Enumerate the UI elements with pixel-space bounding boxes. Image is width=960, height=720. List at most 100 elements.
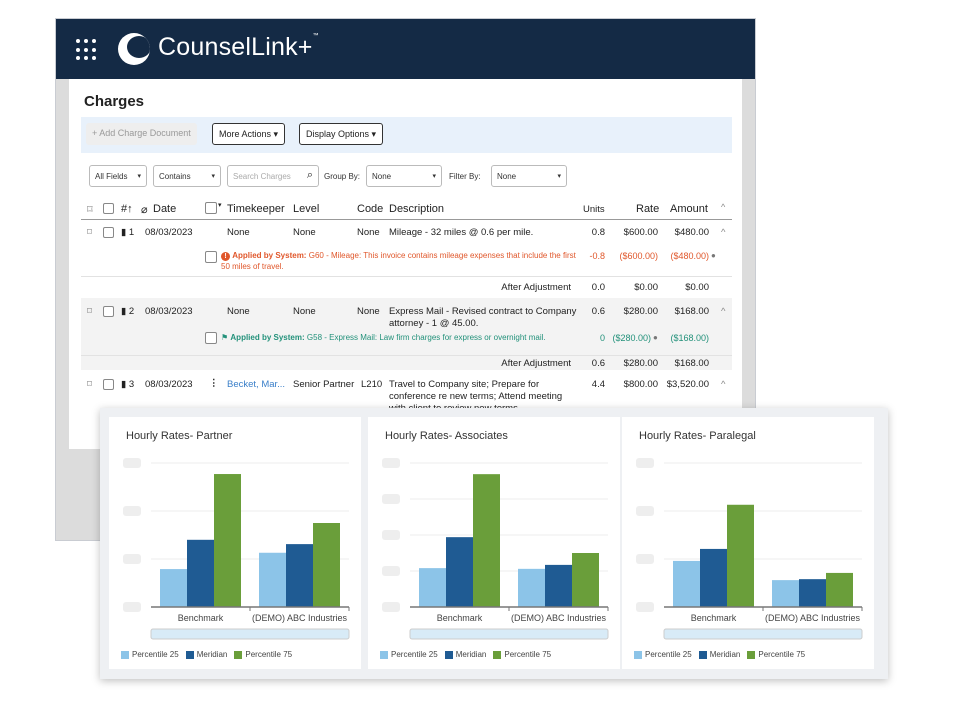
bar [826, 572, 853, 607]
chart-legend: Percentile 25 Meridian Percentile 75 [634, 650, 805, 659]
units: 0.6 [591, 306, 605, 317]
row-checkbox[interactable] [103, 227, 114, 238]
amount: $480.00 [674, 227, 709, 238]
legend-item[interactable]: Meridian [444, 650, 486, 659]
bar [446, 537, 473, 607]
y-tick-label [123, 554, 141, 564]
column-date[interactable]: Date [153, 203, 177, 215]
timekeeper: None [227, 306, 250, 317]
column-rate[interactable]: Rate [636, 203, 660, 215]
filter-by-select[interactable]: None ▾ [491, 165, 567, 187]
display-options-button[interactable]: Display Options ▾ [299, 123, 384, 145]
group-by-select[interactable]: None ▾ [366, 165, 442, 187]
legend-item[interactable]: Meridian [698, 650, 740, 659]
description: Express Mail - Revised contract to Compa… [389, 306, 577, 329]
rate: $800.00 [623, 379, 658, 390]
row-checkbox[interactable] [103, 306, 114, 317]
chart-card-partner: Hourly Rates- Partner Benchmark (DEMO) ABC… [109, 417, 361, 669]
bookmark-icon[interactable]: ⌑ [87, 204, 93, 216]
legend-label: Percentile 75 [758, 650, 806, 659]
more-options-icon[interactable]: ⋮ [209, 378, 219, 389]
chart-card-paralegal: Hourly Rates- Paralegal Benchmark (DEMO) A… [622, 417, 874, 669]
chart-associates: Benchmark (DEMO) ABC Industries [382, 458, 609, 640]
legend-item[interactable]: Percentile 25 [634, 650, 692, 659]
column-code[interactable]: Code [357, 203, 384, 215]
bar [518, 568, 545, 607]
legend-swatch [444, 650, 453, 659]
after-adjustment-label: After Adjustment [501, 358, 571, 369]
level: None [293, 227, 316, 238]
table-row [81, 298, 732, 370]
timekeeper-link[interactable]: Becket, Mar... [227, 379, 286, 390]
operator-select[interactable]: Contains ▾ [153, 165, 221, 187]
y-tick-label [382, 494, 400, 504]
amount: $168.00 [674, 306, 709, 317]
legend-swatch [747, 650, 756, 659]
brand-name: CounselLink+™ [158, 33, 319, 61]
adjusted-amount: ($168.00) [670, 333, 709, 343]
adjustment-note: ⚑ Applied by System: G58 - Express Mail:… [221, 333, 546, 342]
legend-item[interactable]: Percentile 75 [234, 650, 292, 659]
collapse-icon[interactable]: ^ [721, 202, 726, 212]
legend-item[interactable]: Percentile 75 [493, 650, 551, 659]
legend-swatch [380, 650, 388, 659]
bar [259, 552, 286, 607]
caret-down-icon[interactable]: ▾ [218, 202, 222, 209]
bookmark-icon[interactable]: ⌑ [87, 306, 92, 317]
info-icon[interactable]: ● [711, 251, 716, 260]
after-rate: $280.00 [623, 358, 658, 369]
legend-item[interactable]: Percentile 75 [747, 650, 805, 659]
column-amount[interactable]: Amount [670, 203, 708, 215]
after-units: 0.6 [591, 358, 605, 369]
select-all-checkbox[interactable] [103, 203, 114, 214]
bar [160, 569, 187, 607]
adjustment-checkbox[interactable] [205, 251, 217, 263]
bookmark-icon[interactable]: ⌑ [87, 227, 92, 238]
bar [572, 553, 599, 607]
add-charge-document-button[interactable]: + Add Charge Document [86, 123, 197, 145]
legend-item[interactable]: Meridian [185, 650, 227, 659]
collapse-icon[interactable]: ^ [721, 227, 726, 238]
toolbar: + Add Charge Document More Actions ▾ Dis… [81, 117, 732, 153]
logo-icon [118, 33, 150, 65]
collapse-icon[interactable]: ^ [721, 306, 726, 317]
timekeeper-checkbox[interactable] [205, 202, 217, 214]
filter-by-label: Filter By: [449, 172, 481, 181]
search-icon[interactable]: ⌕ [306, 169, 313, 181]
legend-swatch [698, 650, 707, 659]
legend-item[interactable]: Percentile 25 [380, 650, 438, 659]
collapse-icon[interactable]: ^ [721, 379, 726, 390]
bar [214, 474, 241, 607]
after-adjustment-label: After Adjustment [501, 282, 571, 293]
column-number[interactable]: #↑ [121, 203, 133, 215]
top-bar: CounselLink+™ [56, 19, 755, 79]
chart-title: Hourly Rates- Partner [126, 430, 233, 442]
more-actions-button[interactable]: More Actions ▾ [212, 123, 286, 145]
info-icon[interactable]: ● [653, 333, 658, 342]
chart-partner: Benchmark (DEMO) ABC Industries [123, 458, 350, 640]
column-timekeeper[interactable]: Timekeeper [227, 203, 285, 215]
x-tick-label: (DEMO) ABC Industries [511, 613, 607, 623]
search-input[interactable]: Search Charges ⌕ [227, 165, 319, 187]
bookmark-icon[interactable]: ⌑ [87, 379, 92, 390]
code: None [357, 227, 380, 238]
date: 08/03/2023 [145, 227, 193, 238]
column-units[interactable]: Units [583, 204, 605, 215]
legend-item[interactable]: Percentile 25 [121, 650, 179, 659]
field-select[interactable]: All Fields ▾ [89, 165, 147, 187]
y-tick-label [382, 458, 400, 468]
row-checkbox[interactable] [103, 379, 114, 390]
bar [187, 539, 214, 607]
warning-icon: ! [221, 252, 230, 261]
column-level[interactable]: Level [293, 203, 320, 215]
x-tick-label: Benchmark [691, 613, 737, 623]
adjustment-checkbox[interactable] [205, 332, 217, 344]
after-amount: $168.00 [674, 358, 709, 369]
legend-swatch [185, 650, 194, 659]
group-by-label: Group By: [324, 172, 361, 181]
after-units: 0.0 [591, 282, 605, 293]
chart-legend: Percentile 25 Meridian Percentile 75 [121, 650, 292, 659]
column-description[interactable]: Description [389, 203, 445, 215]
row-number: ▮ 2 [121, 306, 135, 317]
app-grid-icon[interactable] [76, 39, 98, 61]
